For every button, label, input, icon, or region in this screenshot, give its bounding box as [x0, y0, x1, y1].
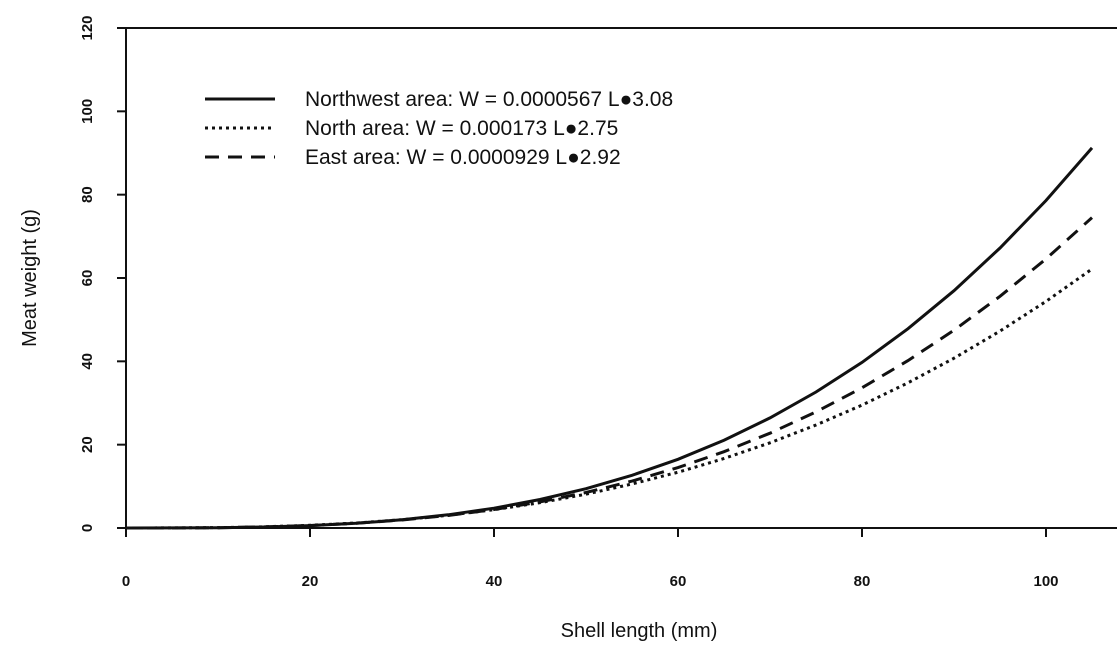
y-tick-label: 0	[79, 524, 96, 532]
curves	[125, 146, 1094, 530]
legend: Northwest area: W = 0.0000567 L●3.08 Nort…	[205, 88, 673, 169]
y-tick-label: 40	[79, 353, 96, 370]
y-axis-label: Meat weight (g)	[19, 209, 41, 347]
y-tick-label: 20	[79, 436, 96, 453]
x-axis-label: Shell length (mm)	[561, 620, 718, 642]
legend-entry: Northwest area: W = 0.0000567 L●3.08	[305, 88, 673, 111]
legend-entry: North area: W = 0.000173 L●2.75	[305, 117, 618, 140]
series-line-dotted	[125, 267, 1093, 530]
x-tick-label: 40	[486, 573, 503, 590]
y-tick-label: 60	[79, 270, 96, 287]
y-tick-label: 80	[79, 186, 96, 203]
x-tick-label: 100	[1033, 573, 1058, 590]
series-line-dashed	[126, 216, 1094, 530]
legend-entry: East area: W = 0.0000929 L●2.92	[305, 146, 621, 169]
x-tick-label: 80	[854, 573, 871, 590]
series-line-solid	[125, 146, 1094, 530]
axes: 0 20 40 60 80 100 0 20 40 60 80 100 120	[79, 15, 1117, 590]
y-tick-label: 100	[79, 99, 96, 124]
x-tick-label: 20	[302, 573, 319, 590]
x-tick-label: 60	[670, 573, 687, 590]
y-tick-label: 120	[79, 15, 96, 40]
x-tick-label: 0	[122, 573, 130, 590]
